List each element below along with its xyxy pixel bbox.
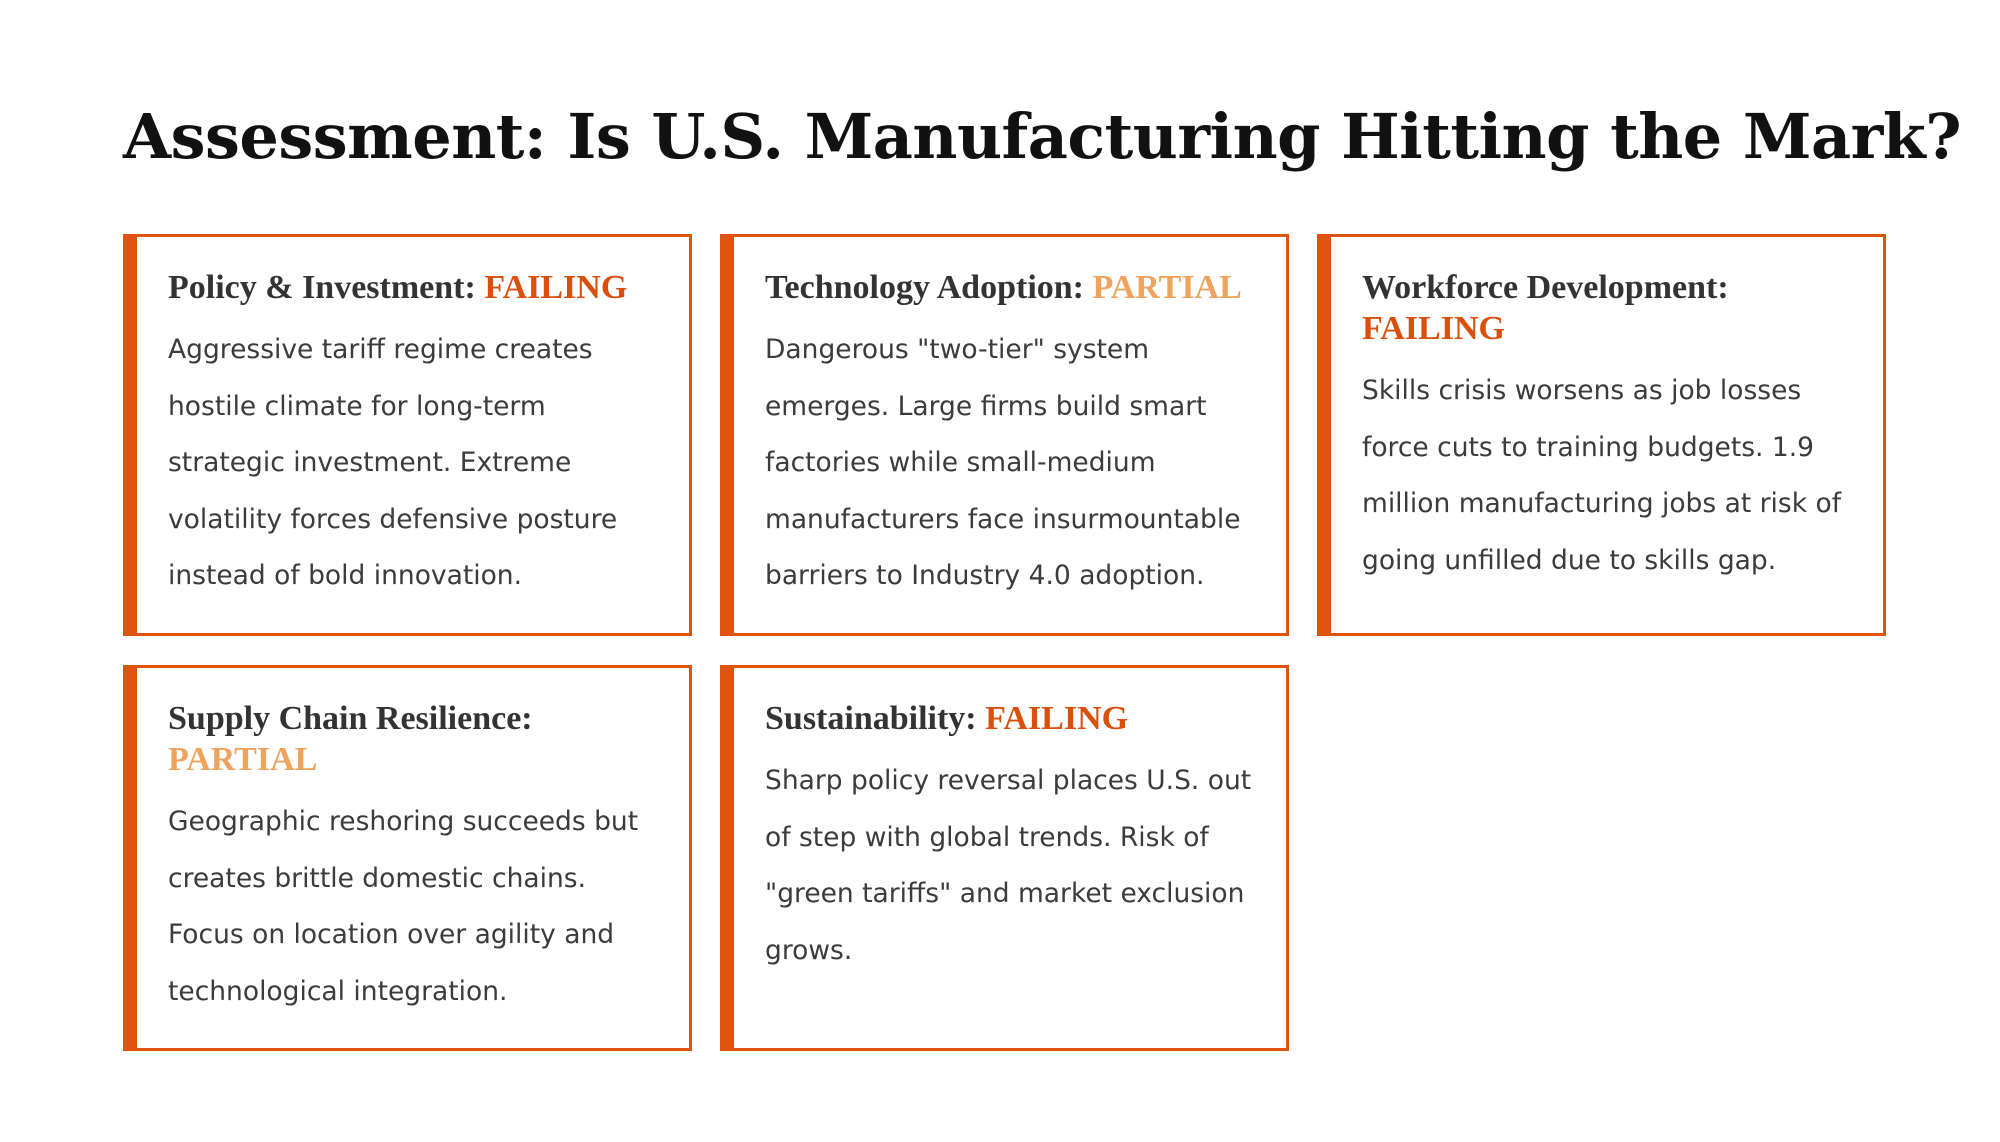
status-failing-label: FAILING: [985, 700, 1129, 737]
card-label: Policy & Investment:: [168, 269, 476, 306]
card-heading: Policy & Investment: FAILING: [168, 267, 661, 308]
status-failing-label: FAILING: [484, 269, 628, 306]
assessment-card-sustainability: Sustainability: FAILING Sharp policy rev…: [720, 665, 1289, 1051]
status-partial-label: PARTIAL: [1092, 269, 1242, 306]
assessment-card-supply-chain-resilience: Supply Chain Resilience: PARTIAL Geograph…: [123, 665, 692, 1051]
card-heading: Sustainability: FAILING: [765, 698, 1258, 739]
card-description: Sharp policy reversal places U.S. out of…: [765, 765, 1252, 966]
card-label: Technology Adoption:: [765, 269, 1084, 306]
card-label: Sustainability:: [765, 700, 977, 737]
card-heading: Workforce Development: FAILING: [1362, 267, 1855, 349]
status-partial-label: PARTIAL: [168, 741, 318, 778]
assessment-card-policy-investment: Policy & Investment: FAILING Aggressive …: [123, 234, 692, 636]
card-description: Aggressive tariff regime creates hostile…: [168, 334, 618, 591]
assessment-card-technology-adoption: Technology Adoption: PARTIAL Dangerous "…: [720, 234, 1289, 636]
card-description: Dangerous "two-tier" system emerges. Lar…: [765, 334, 1241, 591]
card-description: Skills crisis worsens as job losses forc…: [1362, 375, 1842, 576]
status-failing-label: FAILING: [1362, 310, 1505, 347]
card-label: Supply Chain Resilience:: [168, 700, 533, 737]
assessment-card-workforce-development: Workforce Development: FAILING Skills cri…: [1317, 234, 1886, 636]
card-label: Workforce Development:: [1362, 269, 1729, 306]
card-heading: Supply Chain Resilience: PARTIAL: [168, 698, 661, 780]
page-title: Assessment: Is U.S. Manufacturing Hittin…: [123, 100, 1962, 173]
card-description: Geographic reshoring succeeds but create…: [168, 806, 639, 1007]
card-heading: Technology Adoption: PARTIAL: [765, 267, 1258, 308]
